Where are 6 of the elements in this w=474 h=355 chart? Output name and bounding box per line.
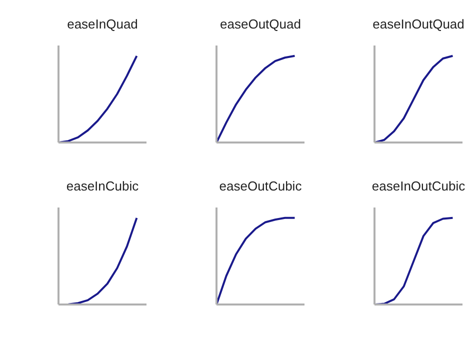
chart-title: easeInQuad <box>67 16 138 32</box>
chart-title: easeInOutQuad <box>372 16 464 32</box>
chart-title: easeInOutCubic <box>372 178 466 194</box>
chart-title: easeOutCubic <box>219 178 302 194</box>
chart-title: easeOutQuad <box>220 16 301 32</box>
chart-title: easeInCubic <box>66 178 140 194</box>
